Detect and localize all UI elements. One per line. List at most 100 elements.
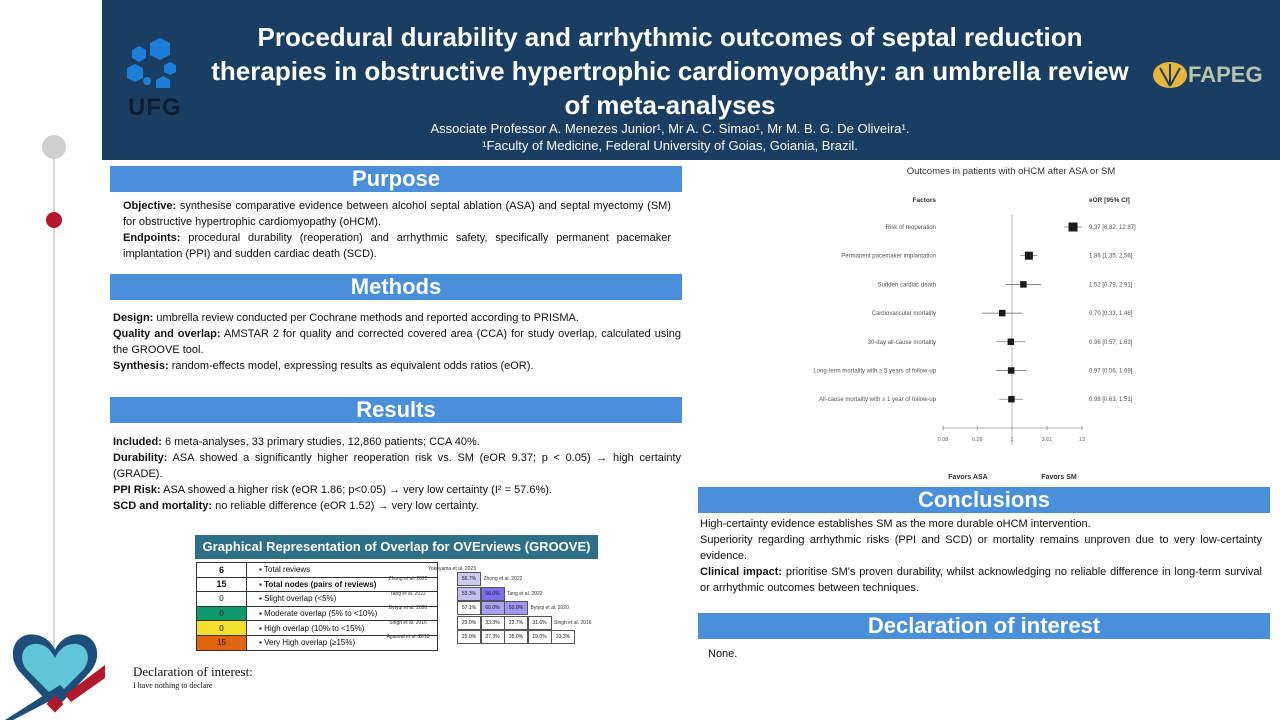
endpoints-text: procedural durability (reoperation) and … [123,232,671,260]
forest-plot: Outcomes in patients with oHCM after ASA… [813,166,1136,481]
factor-label: Sudden cardiac death [878,282,936,288]
legend-label-text: Moderate overlap (5% to <10%) [264,609,378,619]
endpoints-label: Endpoints: [123,232,181,244]
matrix-row-label: Singh et al. 2016 [389,619,427,626]
point-estimate [1008,395,1015,403]
legend-label-text: Total nodes (pairs of reviews) [264,579,377,589]
groove-legend-table: 6 ▪ Total reviews 15 ▪ Total nodes (pairs o… [196,562,438,651]
matrix-cell: 29.0% [457,615,481,630]
heart-logo-icon [5,634,105,720]
methods-heading: Methods [110,274,682,300]
results-heading: Results [110,397,682,423]
matrix-cell: 33.3% [551,630,575,644]
purpose-text: Objective: synthesise comparative eviden… [123,198,671,262]
matrix-cell: 57.1% [457,601,481,615]
x-tick-label: 13 [1079,437,1085,443]
legend-count: 0 [196,620,247,636]
matrix-cell: 53.3% [457,586,481,601]
value-header: eOR [95% CI] [1089,197,1130,204]
author-list: Associate Professor A. Menezes Junior¹, … [430,121,910,136]
legend-row: 6 ▪ Total reviews [196,562,438,578]
x-tick-label: 0.08 [938,437,949,443]
ufg-logo-text: UFG [128,94,182,121]
authors: Associate Professor A. Menezes Junior¹, … [300,120,1040,154]
point-estimate [1068,222,1078,232]
matrix-row-label: Agarwal et al. 2010 [386,634,430,640]
legend-label: ▪ Very High overlap (≥15%) [246,634,438,651]
legend-row: 0 ▪ Slight overlap (<5%) [196,591,438,607]
synthesis-label: Synthesis: [113,360,169,372]
header-banner [102,0,1280,160]
conclusions-heading: Conclusions [698,487,1270,513]
quality-text: AMSTAR 2 for quality and corrected cover… [113,328,682,356]
matrix-cell: 25.0% [457,630,481,644]
matrix-cell: 50.0% [504,601,528,615]
objective-label: Objective: [123,200,177,212]
conclusion-1: High-certainty evidence establishes SM a… [700,518,1091,530]
point-estimate [1007,338,1015,346]
declaration-left-heading: Declaration of interest: [133,664,253,679]
eor-value: 0.98 [0.63, 1.51] [1089,397,1133,403]
matrix-diagonal-label: Tang et al. 2022 [507,590,543,597]
matrix-diagonal-label: Singh et al. 2016 [554,619,592,626]
matrix-row-label: Tang et al. 2022 [390,590,426,597]
matrix-cell: 19.0% [527,630,552,644]
eor-value: 0.97 [0.56, 1.69] [1089,369,1133,375]
factor-label: Permanent pacemaker implantation [841,254,936,260]
favors-sm-label: Favors SM [1041,474,1077,481]
conclusion-2: Superiority regarding arrhythmic risks (… [700,534,1262,562]
declaration-text: None. [708,648,738,660]
factor-label: Cardiovascular mortality [872,311,936,317]
matrix-cell: 35.0% [504,630,528,644]
legend-count: 15 [196,576,247,593]
included-text: 6 meta-analyses, 33 primary studies, 12,… [161,436,480,448]
factor-label: All-cause mortality with ≥ 1 year of fol… [819,397,937,403]
ufg-logo-icon [127,38,176,88]
x-tick-label: 0.28 [972,437,983,443]
declaration-heading: Declaration of interest [698,613,1270,639]
eor-value: 1.86 [1.35, 2.56] [1089,254,1133,260]
legend-count: 15 [196,634,247,651]
legend-label-text: High overlap (10% to <15%) [264,623,365,633]
legend-count: 0 [196,605,247,622]
matrix-cell: 22.7% [504,615,528,630]
legend-label: ▪ Total reviews [246,562,438,578]
legend-label-text: Slight overlap (<5%) [264,594,337,604]
matrix-row-label: Bytyqi et al. 2020 [388,605,428,611]
legend-label-text: Total reviews [263,565,311,575]
matrix-cell: 56.7% [457,572,481,586]
scd-label: SCD and mortality: [113,500,213,512]
matrix-cell: 31.6% [527,615,552,630]
point-estimate [1007,367,1015,374]
matrix-cell: 60.0% [480,601,505,615]
favors-asa-label: Favors ASA [948,474,987,481]
matrix-diagonal-label: Zhong et al. 2022 [483,576,523,582]
eor-value: 0.70 [0.33, 1.46] [1089,311,1133,317]
point-estimate [1020,281,1027,288]
durability-text: ASA showed a significantly higher reoper… [113,452,681,480]
matrix-cell: 33.3% [480,615,505,630]
scd-text: no reliable difference (eOR 1.52) → very… [212,500,479,512]
synthesis-text: random-effects model, expressing results… [168,360,534,372]
legend-label-text: Very High overlap (≥15%) [264,638,356,648]
groove-title: Graphical Representation of Overlap for … [195,535,598,559]
matrix-cell: 56.0% [480,586,505,601]
fapeg-logo-text: FAPEG [1188,62,1263,87]
quality-label: Quality and overlap: [113,328,221,340]
eor-value: 0.96 [0.57, 1.63] [1089,340,1133,346]
poster-title: Procedural durability and arrhythmic out… [211,22,1129,120]
objective-text: synthesise comparative evidence between … [123,200,671,228]
durability-label: Durability: [113,452,168,464]
clinical-impact-label: Clinical impact: [700,566,783,578]
point-estimate [1024,251,1033,260]
ppi-label: PPI Risk: [113,484,161,496]
x-tick-label: 3.61 [1042,437,1053,443]
chart-title: Outcomes in patients with oHCM after ASA… [907,166,1116,177]
factor-header: Factors [913,197,937,204]
conclusions-text: High-certainty evidence establishes SM a… [700,516,1262,596]
factor-label: 30-day all-cause mortality [868,340,936,346]
matrix-diagonal-label: Bytyqi et al. 2020 [530,605,569,611]
eor-value: 1.52 [0.79, 2.91] [1089,282,1133,288]
legend-count: 6 [196,562,247,578]
x-tick-label: 1 [1010,437,1013,443]
